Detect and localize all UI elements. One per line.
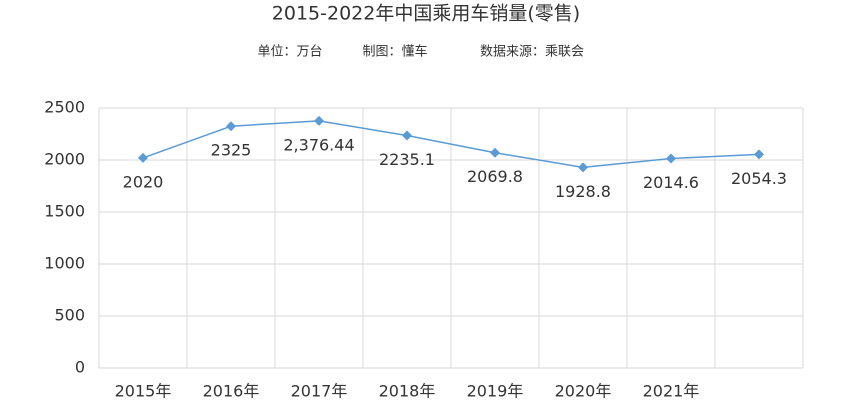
marker: [578, 162, 588, 173]
marker: [490, 147, 500, 158]
marker: [666, 153, 676, 164]
data-label: 2014.6: [643, 173, 699, 192]
data-label: 1928.8: [555, 182, 611, 201]
y-tick-label: 1000: [44, 254, 85, 273]
x-tick-label: 2017年: [291, 382, 348, 401]
marker: [226, 121, 236, 132]
x-tick-label: 2021年: [643, 382, 700, 401]
y-tick-label: 0: [75, 358, 85, 377]
data-label: 2054.3: [731, 169, 787, 188]
x-tick-label: 2015年: [115, 382, 172, 401]
marker: [138, 152, 148, 163]
x-tick-label: 2020年: [555, 382, 612, 401]
x-tick-label: 2018年: [379, 382, 436, 401]
data-label: 2325: [211, 141, 252, 160]
marker: [314, 115, 324, 126]
chart-title: 2015-2022年中国乘用车销量(零售): [272, 3, 580, 25]
y-tick-label: 2500: [44, 98, 85, 117]
x-tick-label: 2016年: [203, 382, 260, 401]
note: 数据来源：乘联会: [480, 45, 584, 60]
data-label: 2235.1: [379, 150, 435, 169]
data-label: 2020: [123, 172, 164, 191]
data-label: 2,376.44: [283, 135, 354, 154]
y-tick-label: 2000: [44, 150, 85, 169]
marker: [754, 149, 764, 160]
y-tick-label: 500: [54, 306, 85, 325]
y-tick-label: 1500: [44, 202, 85, 221]
line: [142, 120, 760, 169]
note: 制图：懂车: [362, 44, 427, 60]
marker: [402, 130, 412, 141]
x-tick-label: 2019年: [467, 382, 524, 401]
data-label: 2069.8: [467, 167, 523, 186]
note: 单位：万台: [257, 45, 322, 60]
